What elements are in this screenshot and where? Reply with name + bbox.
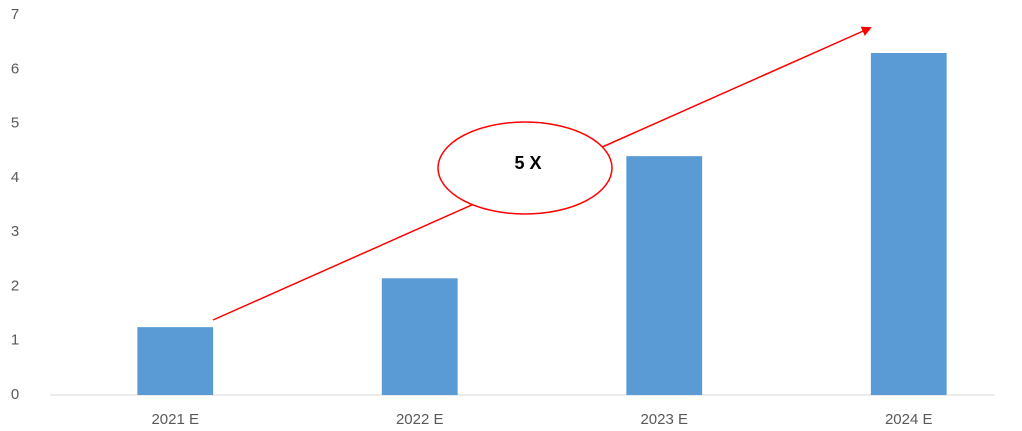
bar <box>381 278 458 395</box>
y-tick-label: 3 <box>11 223 19 240</box>
annotation-ellipse <box>437 121 613 215</box>
x-tick-label: 2023 E <box>640 411 688 428</box>
x-tick-label: 2021 E <box>151 411 199 428</box>
y-tick-label: 7 <box>11 6 19 23</box>
y-tick-label: 1 <box>11 332 19 349</box>
x-tick-label: 2022 E <box>396 411 444 428</box>
bar <box>626 156 703 395</box>
bar <box>870 53 947 395</box>
y-tick-label: 4 <box>11 169 19 186</box>
y-tick-label: 0 <box>11 386 19 403</box>
y-tick-label: 2 <box>11 277 19 294</box>
y-tick-label: 6 <box>11 60 19 77</box>
x-tick-label: 2024 E <box>885 411 933 428</box>
y-tick-label: 5 <box>11 115 19 132</box>
bar <box>137 327 214 395</box>
annotation: 5 X <box>514 153 541 173</box>
